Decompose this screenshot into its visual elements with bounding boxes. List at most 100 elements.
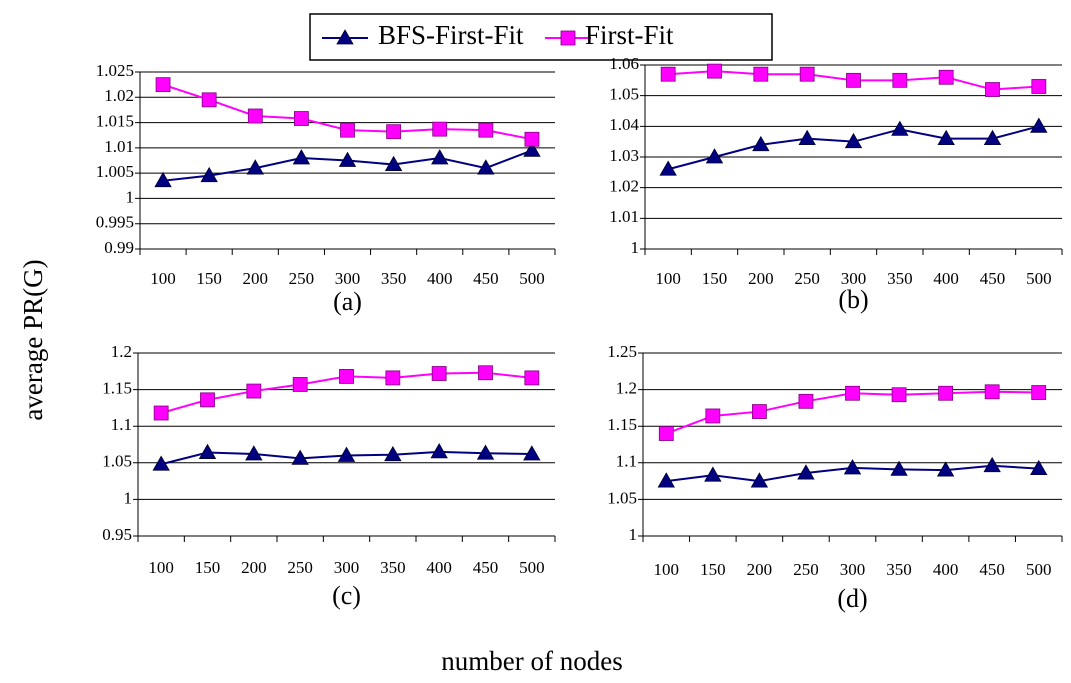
marker xyxy=(294,112,308,126)
marker xyxy=(939,386,953,400)
y-tick-label: 1 xyxy=(629,525,638,544)
y-tick-label: 1.2 xyxy=(616,379,637,398)
marker xyxy=(939,70,953,84)
y-tick-label: 1 xyxy=(124,488,133,507)
marker xyxy=(432,366,446,380)
x-tick-label: 200 xyxy=(748,269,774,288)
y-tick-label: 1.02 xyxy=(609,177,639,196)
y-tick-label: 1.005 xyxy=(96,162,134,181)
subplot-caption: (c) xyxy=(332,581,361,610)
marker xyxy=(387,125,401,139)
y-tick-label: 1.1 xyxy=(111,415,132,434)
marker xyxy=(1031,118,1047,132)
x-tick-label: 100 xyxy=(655,269,681,288)
marker xyxy=(846,386,860,400)
x-tick-label: 350 xyxy=(886,560,912,579)
marker xyxy=(200,445,216,459)
marker xyxy=(800,67,814,81)
y-tick-label: 1.15 xyxy=(102,379,132,398)
x-axis-label: number of nodes xyxy=(441,646,622,676)
y-tick-label: 1.015 xyxy=(96,111,134,130)
y-tick-label: 0.95 xyxy=(102,525,132,544)
subplot-caption: (b) xyxy=(838,285,868,314)
y-tick-label: 1.025 xyxy=(96,61,134,80)
marker xyxy=(479,366,493,380)
marker xyxy=(479,123,493,137)
x-tick-label: 150 xyxy=(702,269,728,288)
marker xyxy=(799,131,815,145)
x-tick-label: 400 xyxy=(426,558,452,577)
marker xyxy=(293,377,307,391)
x-tick-label: 350 xyxy=(381,269,407,288)
x-tick-label: 100 xyxy=(654,560,680,579)
subplot-caption: (d) xyxy=(837,584,867,613)
y-tick-label: 1.05 xyxy=(102,452,132,471)
x-tick-label: 450 xyxy=(979,560,1005,579)
legend-label: BFS-First-Fit xyxy=(378,20,524,50)
x-tick-label: 300 xyxy=(840,560,866,579)
marker xyxy=(892,388,906,402)
y-tick-label: 1 xyxy=(631,238,640,257)
marker xyxy=(659,427,673,441)
y-axis-label: average PR(G) xyxy=(18,259,48,420)
y-tick-label: 1.01 xyxy=(104,137,134,156)
marker xyxy=(705,467,721,481)
x-tick-label: 200 xyxy=(241,558,267,577)
marker xyxy=(433,122,447,136)
x-tick-label: 450 xyxy=(473,558,499,577)
legend-label: First-Fit xyxy=(585,20,674,50)
subplot-caption: (a) xyxy=(333,287,362,316)
x-tick-label: 400 xyxy=(933,269,959,288)
x-tick-label: 250 xyxy=(794,269,820,288)
x-tick-label: 200 xyxy=(747,560,773,579)
x-tick-label: 450 xyxy=(980,269,1006,288)
y-tick-label: 1.15 xyxy=(607,415,637,434)
marker xyxy=(984,458,1000,472)
marker xyxy=(561,31,575,45)
y-tick-label: 0.995 xyxy=(96,213,134,232)
marker xyxy=(985,385,999,399)
x-tick-label: 100 xyxy=(148,558,174,577)
marker xyxy=(752,405,766,419)
marker xyxy=(525,132,539,146)
x-tick-label: 200 xyxy=(243,269,269,288)
x-tick-label: 450 xyxy=(473,269,499,288)
marker xyxy=(754,67,768,81)
marker xyxy=(799,394,813,408)
figure: average PR(G) number of nodes BFS-First-… xyxy=(0,0,1071,683)
marker xyxy=(661,67,675,81)
y-tick-label: 1 xyxy=(126,187,135,206)
x-tick-label: 400 xyxy=(427,269,453,288)
x-tick-label: 500 xyxy=(519,558,545,577)
x-tick-label: 350 xyxy=(887,269,913,288)
x-tick-label: 300 xyxy=(335,269,361,288)
marker xyxy=(201,393,215,407)
x-tick-label: 150 xyxy=(195,558,221,577)
x-tick-label: 250 xyxy=(793,560,819,579)
y-tick-label: 1.02 xyxy=(104,86,134,105)
y-tick-label: 1.05 xyxy=(607,488,637,507)
y-tick-label: 1.25 xyxy=(607,342,637,361)
marker xyxy=(893,73,907,87)
x-tick-label: 250 xyxy=(289,269,315,288)
x-tick-label: 500 xyxy=(1026,269,1052,288)
marker xyxy=(706,409,720,423)
marker xyxy=(340,369,354,383)
x-tick-label: 100 xyxy=(150,269,176,288)
y-tick-label: 1.04 xyxy=(609,115,639,134)
marker xyxy=(708,64,722,78)
y-tick-label: 1.06 xyxy=(609,54,639,73)
marker xyxy=(1032,79,1046,93)
marker xyxy=(845,460,861,474)
marker xyxy=(431,444,447,458)
marker xyxy=(892,121,908,135)
x-tick-label: 400 xyxy=(933,560,959,579)
marker xyxy=(386,371,400,385)
marker xyxy=(247,384,261,398)
x-tick-label: 300 xyxy=(334,558,360,577)
marker xyxy=(525,371,539,385)
marker xyxy=(154,406,168,420)
x-tick-label: 350 xyxy=(380,558,406,577)
marker xyxy=(293,150,309,164)
marker xyxy=(432,150,448,164)
